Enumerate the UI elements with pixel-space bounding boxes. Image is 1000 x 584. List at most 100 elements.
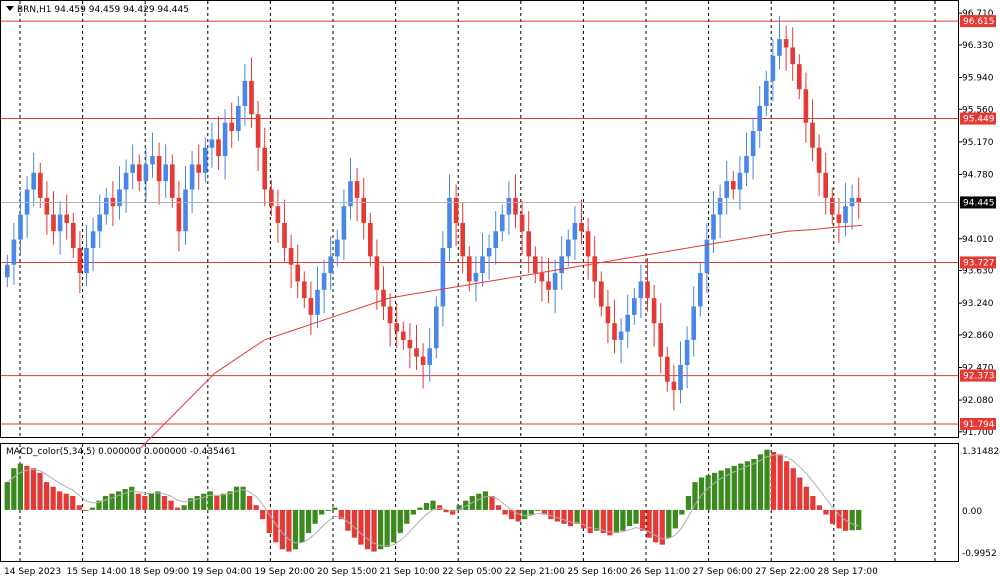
dropdown-triangle-icon[interactable] bbox=[6, 6, 14, 11]
price-tick-label: 95.170 bbox=[962, 138, 994, 148]
candle-body bbox=[440, 247, 446, 307]
candle-body bbox=[552, 273, 558, 290]
time-label: 20 Sep 15:00 bbox=[317, 567, 377, 577]
macd-bar bbox=[227, 491, 233, 510]
candle-body bbox=[381, 289, 386, 307]
macd-bar bbox=[338, 509, 344, 520]
macd-bar bbox=[70, 496, 76, 510]
candle-body bbox=[480, 256, 485, 274]
macd-bar bbox=[391, 509, 397, 543]
macd-bar bbox=[613, 509, 620, 534]
candle-body bbox=[612, 323, 617, 340]
price-panel[interactable] bbox=[0, 0, 959, 438]
macd-bar bbox=[102, 496, 109, 510]
candle-body bbox=[460, 222, 466, 257]
time-label: 26 Sep 11:00 bbox=[630, 567, 690, 577]
candle-body bbox=[592, 256, 598, 282]
macd-bar bbox=[803, 486, 809, 510]
macd-bar bbox=[581, 509, 587, 529]
candle-body bbox=[176, 197, 182, 232]
macd-bar bbox=[456, 505, 462, 510]
macd-bar bbox=[207, 491, 213, 510]
macd-bar bbox=[358, 509, 364, 545]
candle-body bbox=[282, 222, 287, 248]
candle-body bbox=[354, 181, 360, 198]
candle-body bbox=[730, 181, 736, 190]
time-label: 27 Sep 22:00 bbox=[755, 567, 815, 577]
macd-bar bbox=[168, 500, 174, 510]
candle-body bbox=[189, 164, 195, 190]
candle-body bbox=[288, 247, 294, 265]
macd-bar bbox=[482, 491, 489, 510]
macd-bar bbox=[587, 509, 593, 534]
macd-bar bbox=[659, 509, 665, 545]
macd-bar bbox=[17, 463, 23, 510]
candle-body bbox=[103, 197, 109, 215]
vertical-grid bbox=[19, 1, 936, 561]
candle-body bbox=[37, 172, 43, 198]
macd-bar bbox=[220, 493, 227, 510]
time-label: 22 Sep 21:00 bbox=[505, 567, 565, 577]
candle-body bbox=[334, 239, 340, 257]
macd-bar bbox=[626, 509, 633, 527]
level-96615-tag-label: 96.615 bbox=[963, 17, 995, 27]
current-price-value: 94.445 bbox=[963, 198, 995, 208]
candle-body bbox=[4, 264, 10, 278]
macd-bar bbox=[371, 509, 377, 552]
macd-bar bbox=[535, 509, 541, 511]
horizontal-levels[interactable] bbox=[1, 20, 958, 425]
macd-bar bbox=[89, 507, 96, 510]
candle-body bbox=[724, 181, 730, 198]
candle-body bbox=[84, 247, 89, 274]
candle-body bbox=[678, 364, 683, 391]
candle-body bbox=[90, 231, 96, 248]
macd-bar bbox=[430, 500, 436, 510]
candle-body bbox=[196, 164, 202, 173]
level-92373-tag-label: 92.373 bbox=[963, 372, 995, 382]
level-95449-tag-label: 95.449 bbox=[963, 115, 995, 125]
candle-body bbox=[506, 197, 512, 215]
macd-bar bbox=[201, 493, 207, 510]
macd-bar bbox=[246, 496, 253, 510]
macd-bar bbox=[30, 468, 37, 510]
candle-body bbox=[414, 348, 419, 357]
candle-body bbox=[816, 147, 822, 173]
macd-bar bbox=[332, 507, 338, 510]
macd-bar bbox=[76, 505, 82, 510]
macd-scale-zero: 0.00 bbox=[962, 507, 982, 517]
candle-body bbox=[499, 214, 505, 232]
macd-bar bbox=[620, 509, 626, 531]
time-label: 14 Sep 2023 bbox=[4, 567, 61, 577]
macd-bar bbox=[129, 486, 135, 510]
time-axis[interactable]: 14 Sep 2023 15 Sep 14:00 18 Sep 09:00 19 Se… bbox=[4, 567, 878, 577]
macd-bar bbox=[784, 461, 790, 510]
candle-body bbox=[618, 331, 624, 340]
macd-bar bbox=[24, 465, 30, 510]
price-tick-label: 94.780 bbox=[962, 170, 994, 180]
level-93727-tag bbox=[960, 256, 996, 269]
candle-body bbox=[262, 147, 268, 190]
candle-body bbox=[249, 80, 254, 115]
candle-body bbox=[704, 239, 710, 274]
macd-bar bbox=[554, 509, 561, 522]
macd-bar bbox=[770, 452, 777, 510]
price-axis[interactable]: 96.710 96.330 95.940 95.560 95.170 94.780 94.0… bbox=[958, 9, 994, 438]
candle-body bbox=[341, 206, 347, 240]
candle-body bbox=[829, 197, 835, 215]
macd-bar bbox=[384, 509, 390, 547]
macd-bar bbox=[816, 505, 823, 510]
candle-body bbox=[321, 273, 327, 290]
macd-bar bbox=[522, 509, 528, 520]
macd-bar bbox=[495, 505, 502, 510]
time-label: 19 Sep 20:00 bbox=[254, 567, 314, 577]
current-price-tag: 94.445 bbox=[960, 196, 996, 209]
macd-bar bbox=[528, 509, 534, 515]
macd-bar bbox=[463, 500, 469, 510]
macd-bar bbox=[253, 505, 259, 510]
macd-bar bbox=[751, 458, 757, 510]
candle-body bbox=[235, 105, 241, 132]
price-tick-label: 92.860 bbox=[962, 331, 994, 341]
candle-body bbox=[57, 214, 63, 232]
macd-bar bbox=[515, 509, 521, 522]
